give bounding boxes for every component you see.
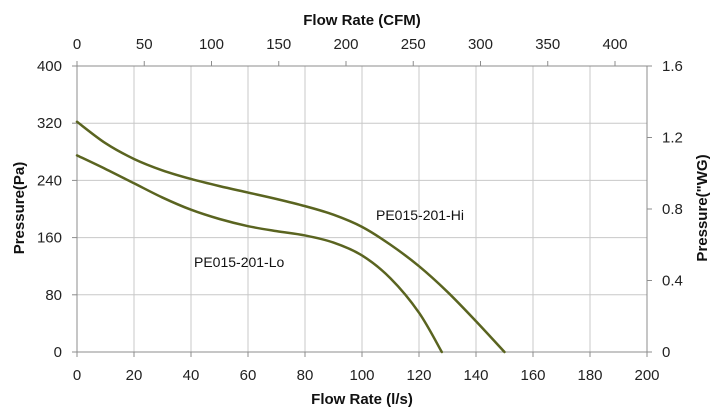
y-tick-label: 0 (54, 344, 62, 361)
top-tick-label: 100 (199, 36, 224, 53)
series-label-lo: PE015-201-Lo (194, 254, 285, 270)
bottom-axis-title: Flow Rate (l/s) (311, 391, 413, 408)
series-line-hi (75, 120, 506, 354)
series-line-lo (75, 154, 444, 354)
plot-frame (76, 65, 648, 353)
x-tick-label: 100 (349, 367, 374, 384)
top-tick-label: 250 (401, 36, 426, 53)
right-tick-label: 1.2 (662, 130, 683, 147)
x-tick-label: 60 (240, 367, 257, 384)
x-tick-label: 140 (463, 367, 488, 384)
right-tick-label: 0.4 (662, 273, 683, 290)
y-tick-label: 240 (37, 172, 62, 189)
x-tick-label: 0 (73, 367, 81, 384)
y-tick-label: 320 (37, 115, 62, 132)
top-tick-label: 200 (333, 36, 358, 53)
right-axis-title: Pressure("WG) (694, 154, 711, 261)
x-tick-label: 80 (297, 367, 314, 384)
top-tick-label: 400 (602, 36, 627, 53)
axes: 0 20 40 60 80 100 120 140 160 180 2000801602403204… (37, 36, 683, 384)
series-label-hi: PE015-201-Hi (376, 207, 464, 223)
right-tick-label: 1.6 (662, 58, 683, 75)
right-tick-label: 0.8 (662, 201, 683, 218)
x-tick-label: 40 (183, 367, 200, 384)
left-axis-title: Pressure(Pa) (11, 162, 28, 255)
top-tick-label: 0 (73, 36, 81, 53)
y-tick-label: 400 (37, 58, 62, 75)
x-tick-label: 20 (126, 367, 143, 384)
top-tick-label: 150 (266, 36, 291, 53)
top-axis-title: Flow Rate (CFM) (303, 12, 421, 29)
y-tick-label: 160 (37, 230, 62, 247)
top-tick-label: 350 (535, 36, 560, 53)
x-tick-label: 200 (634, 367, 659, 384)
top-tick-label: 50 (136, 36, 153, 53)
x-tick-label: 160 (520, 367, 545, 384)
x-tick-label: 180 (577, 367, 602, 384)
right-tick-label: 0 (662, 344, 670, 361)
series-lines (75, 120, 506, 354)
y-tick-label: 80 (45, 287, 62, 304)
top-tick-label: 300 (468, 36, 493, 53)
x-tick-label: 120 (406, 367, 431, 384)
grid (76, 65, 648, 353)
